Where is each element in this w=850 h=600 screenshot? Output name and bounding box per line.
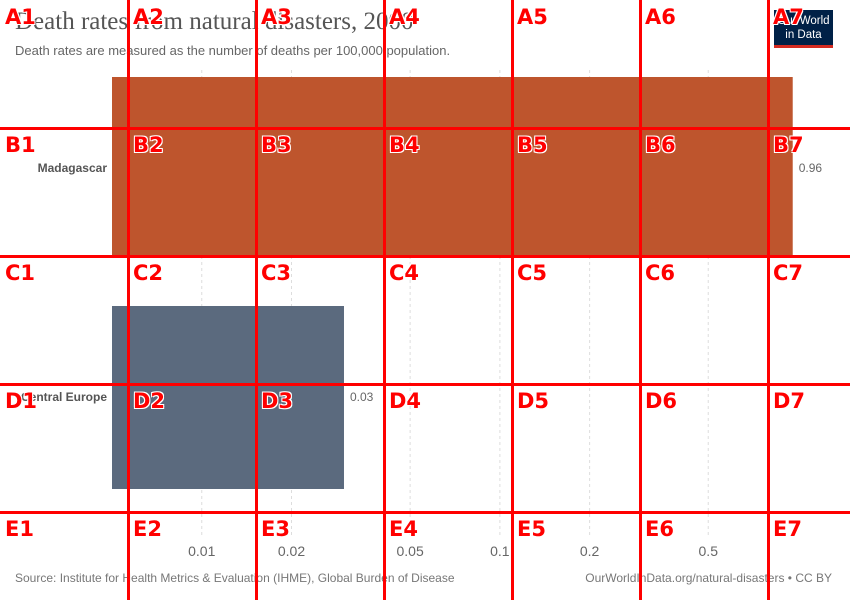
bar <box>112 306 344 489</box>
logo-line-2: in Data <box>785 28 822 41</box>
owid-logo[interactable]: Our World in Data <box>774 10 833 48</box>
category-label: Madagascar <box>38 161 108 175</box>
x-tick-label: 0.01 <box>188 543 215 559</box>
value-label: 0.96 <box>799 161 823 175</box>
category-label: Central Europe <box>21 390 107 404</box>
logo-line-1: Our World <box>777 14 830 27</box>
logo-text: Our World in Data <box>777 14 829 42</box>
x-tick-label: 0.2 <box>580 543 600 559</box>
bar <box>112 77 793 258</box>
x-tick-label: 0.05 <box>397 543 424 559</box>
chart-subtitle: Death rates are measured as the number o… <box>15 43 451 58</box>
x-tick-label: 0.1 <box>490 543 510 559</box>
x-tick-label: 0.02 <box>278 543 305 559</box>
x-tick-label: 0.5 <box>699 543 719 559</box>
source-note: Source: Institute for Health Metrics & E… <box>15 571 455 585</box>
source-link[interactable]: OurWorldInData.org/natural-disasters • C… <box>585 571 832 585</box>
value-label: 0.03 <box>350 390 374 404</box>
chart-title: Death rates from natural disasters, 2000 <box>15 8 414 35</box>
